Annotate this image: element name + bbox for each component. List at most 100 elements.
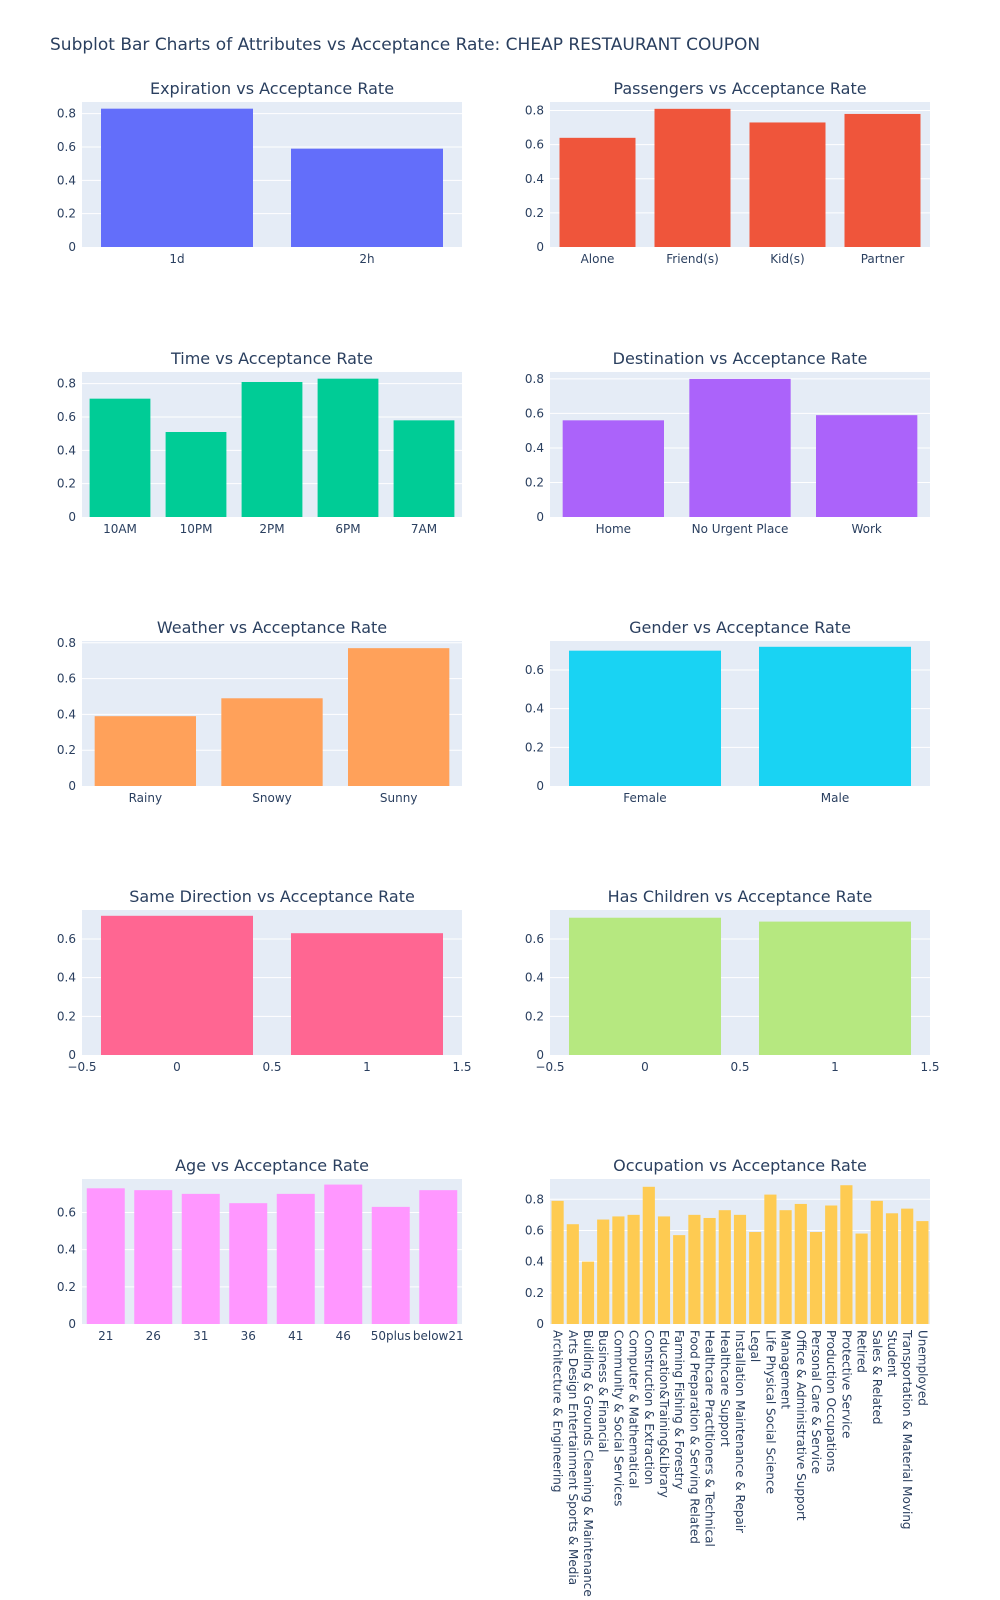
x-tick-label: Healthcare Practitioners & Technical	[703, 1330, 717, 1547]
y-tick-label: 0.2	[57, 743, 76, 757]
x-tick-label: −0.5	[535, 1060, 564, 1074]
x-tick-label: Alone	[581, 252, 615, 266]
x-tick-label: Partner	[861, 252, 905, 266]
y-tick-label: 0.6	[525, 406, 544, 420]
subplot-title: Age vs Acceptance Rate	[175, 1156, 369, 1175]
bar-student	[885, 1213, 899, 1324]
bar-food-preparation-serving-related	[688, 1214, 701, 1324]
x-tick-label: Snowy	[252, 791, 291, 805]
x-tick-label: 2h	[359, 252, 374, 266]
bar-alone	[559, 137, 636, 247]
y-tick-label: 0.4	[57, 173, 76, 187]
y-tick-label: 0.6	[57, 140, 76, 154]
y-tick-label: 0	[536, 240, 544, 254]
x-tick-label: 0	[173, 1060, 181, 1074]
y-tick-label: 0.8	[525, 1192, 544, 1206]
subplot-10: 0 0.2 0.4 0.6 0.8 Architecture & Engineering A…	[525, 1156, 930, 1597]
x-tick-label: 1	[363, 1060, 371, 1074]
subplot-title: Occupation vs Acceptance Rate	[613, 1156, 867, 1175]
x-tick-label: Work	[851, 522, 881, 536]
x-tick-label: Protective Service	[839, 1330, 853, 1438]
x-tick-label: Male	[821, 791, 849, 805]
bar-construction-extraction	[642, 1186, 655, 1324]
bar-2h	[291, 148, 443, 247]
y-tick-label: 0	[68, 1048, 76, 1062]
x-tick-label: 1d	[169, 252, 184, 266]
bar-6pm	[317, 378, 379, 517]
bar-partner	[844, 113, 921, 247]
bar-office-administrative-support	[794, 1203, 807, 1324]
x-tick-label: Farming Fishing & Forestry	[672, 1330, 686, 1490]
y-tick-label: 0.6	[525, 663, 544, 677]
bar-installation-maintenance-repair	[733, 1214, 747, 1324]
x-tick-label: 1	[831, 1060, 839, 1074]
bar-21	[86, 1188, 125, 1324]
subplot-1: 0 0.2 0.4 0.6 0.8 1d 2h Expiration vs Acceptanc…	[57, 79, 462, 266]
bar-female	[569, 650, 721, 786]
bar-healthcare-practitioners-technical	[703, 1217, 716, 1324]
bar-36	[229, 1203, 268, 1324]
x-tick-label: 2PM	[259, 522, 284, 536]
bar-10pm	[165, 432, 227, 517]
x-tick-label: 0.5	[730, 1060, 749, 1074]
y-tick-label: 0.6	[57, 672, 76, 686]
bar-building-grounds-cleaning-maintenance	[581, 1261, 595, 1324]
subplot-title: Destination vs Acceptance Rate	[613, 349, 868, 368]
bar-unemployed	[916, 1221, 929, 1324]
x-tick-label: 21	[98, 1329, 113, 1343]
y-tick-label: 0.6	[525, 1223, 544, 1237]
subplot-title: Gender vs Acceptance Rate	[629, 618, 851, 637]
x-tick-label: Retired	[855, 1330, 869, 1373]
figure-title: Subplot Bar Charts of Attributes vs Acce…	[50, 35, 760, 55]
y-tick-label: 0.6	[525, 932, 544, 946]
x-tick-label: 10PM	[180, 522, 213, 536]
x-tick-label: 26	[146, 1329, 161, 1343]
x-tick-label: Sunny	[380, 791, 418, 805]
y-tick-label: 0.4	[57, 443, 76, 457]
x-tick-label: Office & Administrative Support	[794, 1330, 808, 1521]
bar-26	[134, 1190, 173, 1324]
subplot-3: 0 0.2 0.4 0.6 0.8 10AM 10PM 2PM 6PM 7AM Time vs Ac…	[57, 349, 462, 536]
y-tick-label: 0.4	[57, 1243, 76, 1257]
x-tick-label: Home	[596, 522, 631, 536]
x-tick-label: 7AM	[411, 522, 437, 536]
bar-no-urgent-place	[689, 378, 791, 517]
bar-0	[569, 917, 721, 1055]
y-tick-label: 0.6	[57, 932, 76, 946]
x-tick-label: 6PM	[335, 522, 360, 536]
y-tick-label: 0.2	[57, 1009, 76, 1023]
bar-education-training-library	[657, 1216, 671, 1324]
subplot-6: 0 0.2 0.4 0.6 Female Male Gender vs Acceptance…	[525, 618, 930, 805]
x-tick-label: 0	[641, 1060, 649, 1074]
x-tick-label: Installation Maintenance & Repair	[733, 1330, 747, 1533]
x-tick-label: 50plus	[371, 1329, 411, 1343]
y-tick-label: 0.2	[525, 1009, 544, 1023]
x-tick-label: 36	[241, 1329, 256, 1343]
bar-male	[759, 646, 911, 786]
subplot-9: 0 0.2 0.4 0.6 21 26 31 36 41 46 50plus below21 Age v…	[57, 1156, 464, 1343]
bar-arts-design-entertainment-sports-media	[566, 1224, 579, 1324]
bar-architecture-engineering	[551, 1200, 564, 1324]
x-tick-label: Education&Training&Library	[657, 1330, 671, 1498]
x-tick-label: 10AM	[103, 522, 137, 536]
y-tick-label: 0.2	[57, 477, 76, 491]
y-tick-label: 0.8	[57, 107, 76, 121]
x-tick-label: 46	[336, 1329, 351, 1343]
bar-management	[779, 1210, 792, 1324]
bar-7am	[393, 420, 455, 517]
bar-sales-related	[870, 1200, 883, 1324]
y-tick-label: 0	[536, 510, 544, 524]
bar-1d	[101, 108, 253, 248]
bar-below21	[419, 1190, 458, 1324]
bar-1	[759, 921, 911, 1055]
y-tick-label: 0	[68, 779, 76, 793]
x-tick-label: Building & Grounds Cleaning & Maintenanc…	[581, 1330, 595, 1597]
bar-personal-care-service	[809, 1232, 823, 1324]
y-tick-label: 0.4	[57, 971, 76, 985]
y-tick-label: 0.4	[525, 971, 544, 985]
x-tick-label: −0.5	[67, 1060, 96, 1074]
bar-rainy	[94, 716, 196, 786]
